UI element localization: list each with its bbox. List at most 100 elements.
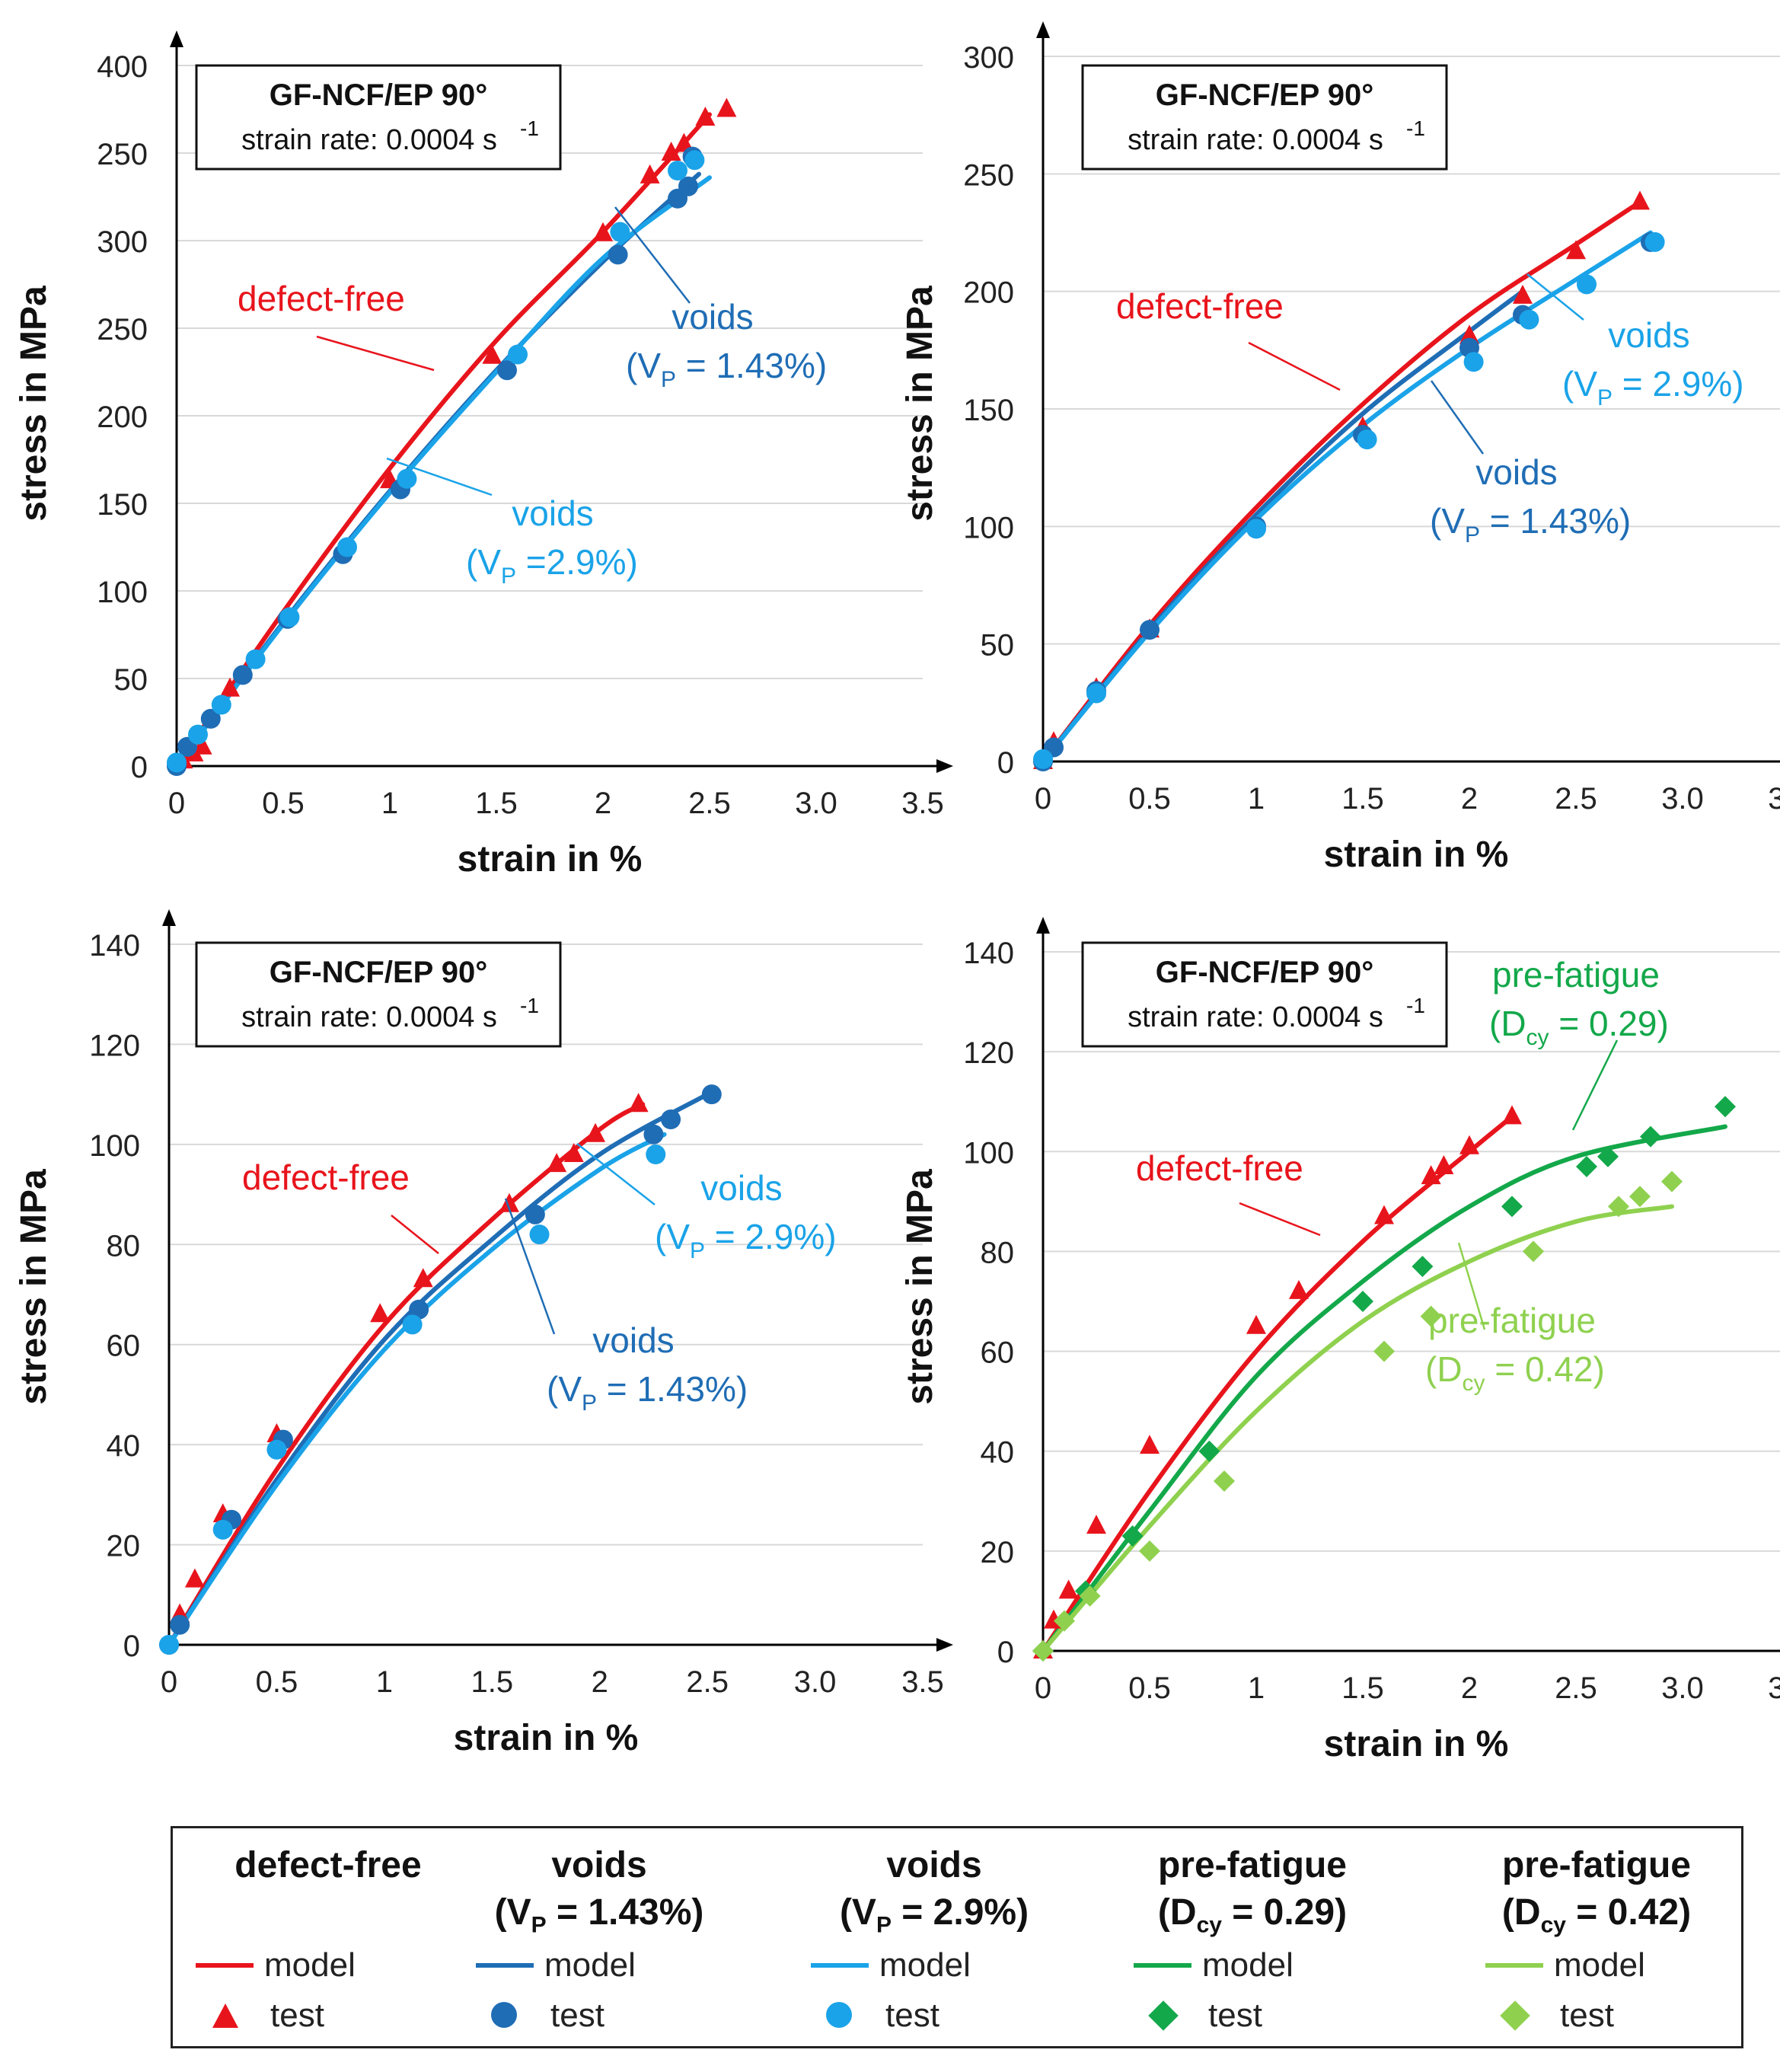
y-axis-label: stress in MPa — [900, 286, 940, 522]
annotation-sublabel: (Dcy = 0.29) — [1489, 1004, 1669, 1050]
test-marker-circle — [1357, 429, 1377, 450]
test-marker-circle — [610, 222, 630, 242]
diamond-marker-icon — [1485, 2000, 1543, 2031]
y-tick-label: 100 — [963, 1136, 1014, 1170]
test-marker-circle — [529, 1224, 550, 1245]
test-marker-circle — [266, 1439, 287, 1460]
test-marker-diamond — [1121, 1525, 1144, 1547]
legend-title: voids — [886, 1845, 982, 1885]
test-marker-triangle — [482, 344, 502, 364]
y-tick-label: 250 — [963, 158, 1014, 192]
chart-subtitle: strain rate: 0.0004 s — [241, 124, 497, 156]
y-tick-label: 300 — [963, 41, 1014, 75]
test-marker-circle — [508, 344, 528, 365]
test-marker-triangle — [499, 1192, 519, 1212]
x-tick-label: 3.0 — [1661, 1671, 1704, 1705]
legend-col-prefatigue-029: pre-fatigue (Dcy = 0.29) — [1108, 1842, 1397, 1949]
x-tick-label: 0.5 — [1128, 782, 1171, 816]
y-tick-label: 80 — [981, 1236, 1015, 1269]
x-tick-label: 2 — [1461, 1671, 1478, 1705]
x-axis-label: strain in % — [454, 1718, 639, 1758]
test-marker-triangle — [370, 1303, 391, 1323]
y-tick-label: 100 — [963, 511, 1014, 544]
test-marker-triangle — [184, 1568, 205, 1588]
test-marker-triangle — [1058, 1579, 1079, 1599]
test-marker-triangle — [1513, 284, 1533, 304]
chart-subtitle-exponent: -1 — [520, 994, 539, 1017]
chart-title: GF-NCF/EP 90° — [270, 78, 487, 112]
annotation-label: defect-free — [1116, 286, 1284, 326]
test-marker-circle — [188, 724, 208, 745]
test-marker-diamond — [1715, 1096, 1736, 1118]
chart-panel-top-right: 0 50 100 150 200 250 300 0 0.5 1 1.5 2 2.5 3.0 3.5 stra… — [900, 21, 1780, 875]
y-tick-label: 40 — [107, 1429, 141, 1463]
x-tick-label: 0 — [168, 787, 185, 820]
annotation-sublabel: (VP = 1.43%) — [547, 1369, 748, 1416]
test-marker-diamond — [1420, 1305, 1442, 1327]
chart-title-box — [1081, 941, 1448, 1048]
test-marker-triangle — [661, 142, 681, 161]
legend-test-label: test — [1560, 1997, 1614, 2034]
model-curve-defect_free — [1041, 1114, 1514, 1653]
annotation-sublabel: (VP =2.9%) — [466, 542, 638, 589]
test-marker-triangle — [547, 1153, 567, 1173]
x-axis-label: strain in % — [1324, 1724, 1509, 1764]
test-marker-triangle — [1434, 1154, 1454, 1174]
y-axis-label: stress in MPa — [900, 1169, 940, 1405]
test-marker-circle — [337, 537, 357, 557]
test-marker-triangle — [1566, 240, 1586, 260]
test-marker-diamond — [1198, 1440, 1220, 1462]
test-marker-circle — [279, 607, 300, 627]
x-tick-label: 1 — [1248, 782, 1265, 816]
test-marker-triangle — [220, 677, 240, 697]
triangle-marker-icon — [196, 2000, 254, 2031]
circle-marker-icon — [811, 2000, 869, 2031]
test-marker-circle — [661, 1109, 681, 1129]
x-tick-label: 0.5 — [256, 1665, 298, 1699]
chart-subtitle: strain rate: 0.0004 s — [241, 1001, 497, 1033]
y-tick-label: 0 — [997, 746, 1014, 780]
legend-line-swatch — [196, 1963, 254, 1968]
y-tick-label: 80 — [107, 1229, 141, 1263]
test-marker-diamond — [1079, 1585, 1101, 1607]
legend-model-label: model — [879, 1946, 971, 1984]
test-marker-triangle — [1289, 1279, 1309, 1299]
x-tick-label: 3.0 — [794, 1665, 837, 1699]
test-marker-circle — [232, 665, 253, 685]
x-tick-label: 0.5 — [1128, 1671, 1171, 1705]
test-marker-diamond — [1054, 1610, 1075, 1632]
test-marker-diamond — [1523, 1240, 1544, 1263]
x-tick-label: 3.5 — [901, 787, 944, 820]
y-axis-label: stress in MPa — [14, 1169, 54, 1405]
test-marker-circle — [212, 1519, 233, 1540]
test-marker-circle — [608, 244, 628, 265]
y-tick-label: 150 — [963, 394, 1014, 427]
x-tick-label: 1.5 — [471, 1665, 513, 1699]
legend-line-swatch — [811, 1963, 869, 1968]
annotation-sublabel: (VP = 2.9%) — [1562, 364, 1744, 410]
y-tick-label: 100 — [97, 576, 148, 609]
x-tick-label: 0 — [1035, 1671, 1051, 1705]
chart-panel-top-left: 0 50 100 150 200 250 300 250 400 0 0.5 1 1.5 2 2.5 3.0 3… — [14, 30, 953, 880]
annotation-label: voids — [1608, 315, 1689, 355]
test-marker-circle — [167, 752, 187, 773]
annotation-label: defect-free — [238, 279, 405, 318]
test-marker-circle — [159, 1635, 179, 1655]
legend-col-voids-143: voids (VP = 1.43%) — [455, 1842, 744, 1949]
model-curve-defect_free — [174, 112, 712, 768]
legend-line-swatch — [1485, 1963, 1543, 1968]
legend: defect-free voids (VP = 1.43%) voids (VP… — [171, 1826, 1743, 2048]
legend-test-prefatigue-029: test — [1134, 1994, 1262, 2037]
x-tick-label: 1 — [1248, 1671, 1265, 1705]
test-marker-circle — [684, 150, 705, 171]
x-tick-label: 2 — [595, 787, 611, 820]
y-tick-label: 140 — [89, 929, 140, 963]
annotation-leader-line — [1571, 1039, 1619, 1131]
x-tick-label: 0 — [161, 1665, 177, 1699]
test-marker-triangle — [585, 1122, 606, 1142]
test-marker-circle — [1577, 274, 1597, 295]
y-axis-arrow-icon — [162, 909, 176, 926]
test-marker-circle — [211, 694, 231, 715]
test-marker-circle — [1140, 620, 1160, 640]
test-marker-diamond — [1661, 1170, 1683, 1192]
